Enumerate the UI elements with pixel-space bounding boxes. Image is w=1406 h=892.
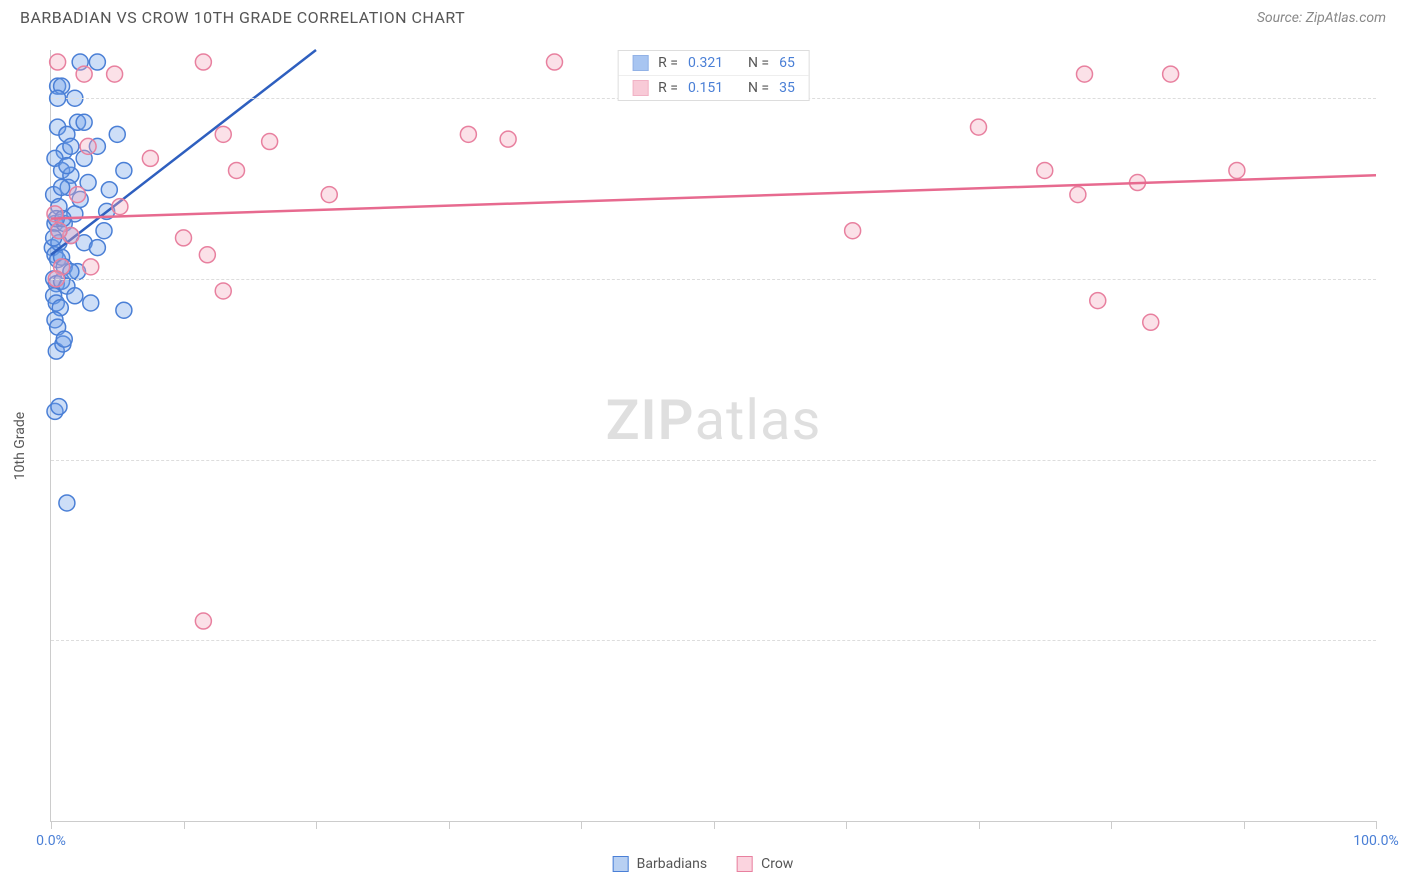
data-point (54, 179, 70, 195)
data-point (59, 158, 75, 174)
gridline (51, 460, 1376, 461)
legend-series-label: Barbadians (637, 856, 707, 872)
trend-line (51, 175, 1376, 218)
data-point (547, 54, 563, 70)
data-point (1070, 187, 1086, 203)
legend-series-item: Barbadians (613, 856, 707, 872)
legend-correlation-row: R = 0.151 N = 35 (618, 75, 809, 100)
x-tick (184, 821, 185, 829)
n-value: 65 (779, 55, 795, 71)
r-label: R = (658, 55, 678, 71)
gridline (51, 279, 1376, 280)
chart-header: BARBADIAN VS CROW 10TH GRADE CORRELATION… (0, 0, 1406, 31)
data-point (1090, 293, 1106, 309)
r-value: 0.151 (688, 80, 738, 96)
y-tick-label: 100.0% (1386, 90, 1406, 106)
data-point (195, 54, 211, 70)
data-point (1143, 314, 1159, 330)
data-point (1037, 162, 1053, 178)
x-tick (581, 821, 582, 829)
chart-source: Source: ZipAtlas.com (1257, 10, 1386, 26)
x-tick-label: 100.0% (1353, 833, 1398, 849)
n-value: 35 (779, 80, 795, 96)
data-point (70, 187, 86, 203)
chart-title: BARBADIAN VS CROW 10TH GRADE CORRELATION… (20, 8, 465, 27)
data-point (112, 199, 128, 215)
data-point (51, 223, 67, 239)
data-point (96, 223, 112, 239)
scatter-svg (51, 50, 1376, 821)
x-tick-label: 0.0% (36, 833, 66, 849)
data-point (101, 182, 117, 198)
legend-swatch (632, 80, 648, 96)
data-point (199, 247, 215, 263)
data-point (116, 302, 132, 318)
legend-swatch (632, 55, 648, 71)
data-point (83, 295, 99, 311)
data-point (89, 240, 105, 256)
data-point (460, 126, 476, 142)
data-point (229, 162, 245, 178)
data-point (50, 54, 66, 70)
x-tick (1244, 821, 1245, 829)
data-point (262, 134, 278, 150)
y-tick-label: 92.5% (1386, 271, 1406, 287)
data-point (56, 331, 72, 347)
gridline (51, 640, 1376, 641)
x-tick (51, 821, 52, 829)
n-label: N = (748, 55, 769, 71)
data-point (1229, 162, 1245, 178)
data-point (971, 119, 987, 135)
plot-area: ZIPatlas R =0.321N =65R =0.151N =35 77.5… (50, 50, 1376, 822)
data-point (107, 66, 123, 82)
data-point (89, 54, 105, 70)
x-tick (449, 821, 450, 829)
data-point (142, 150, 158, 166)
data-point (1077, 66, 1093, 82)
data-point (215, 126, 231, 142)
n-label: N = (748, 80, 769, 96)
correlation-legend: R = 0.321 N = 65 R = 0.151 N = 35 (617, 50, 810, 101)
x-tick (979, 821, 980, 829)
data-point (109, 126, 125, 142)
data-point (176, 230, 192, 246)
data-point (1163, 66, 1179, 82)
r-label: R = (658, 80, 678, 96)
data-point (59, 495, 75, 511)
legend-series-label: Crow (761, 856, 793, 872)
series-legend: Barbadians Crow (613, 856, 794, 872)
x-tick (846, 821, 847, 829)
data-point (67, 288, 83, 304)
y-tick-label: 77.5% (1386, 632, 1406, 648)
legend-swatch (613, 856, 629, 872)
x-tick (1111, 821, 1112, 829)
legend-swatch (737, 856, 753, 872)
data-point (195, 613, 211, 629)
data-point (215, 283, 231, 299)
data-point (76, 114, 92, 130)
data-point (80, 138, 96, 154)
legend-correlation-row: R = 0.321 N = 65 (618, 51, 809, 75)
data-point (321, 187, 337, 203)
x-tick (316, 821, 317, 829)
data-point (83, 259, 99, 275)
data-point (500, 131, 516, 147)
data-point (845, 223, 861, 239)
legend-series-item: Crow (737, 856, 793, 872)
data-point (116, 162, 132, 178)
x-tick (714, 821, 715, 829)
data-point (63, 138, 79, 154)
y-tick-label: 85.0% (1386, 452, 1406, 468)
y-axis-label: 10th Grade (12, 412, 28, 480)
data-point (76, 66, 92, 82)
x-tick (1376, 821, 1377, 829)
data-point (51, 399, 67, 415)
r-value: 0.321 (688, 55, 738, 71)
